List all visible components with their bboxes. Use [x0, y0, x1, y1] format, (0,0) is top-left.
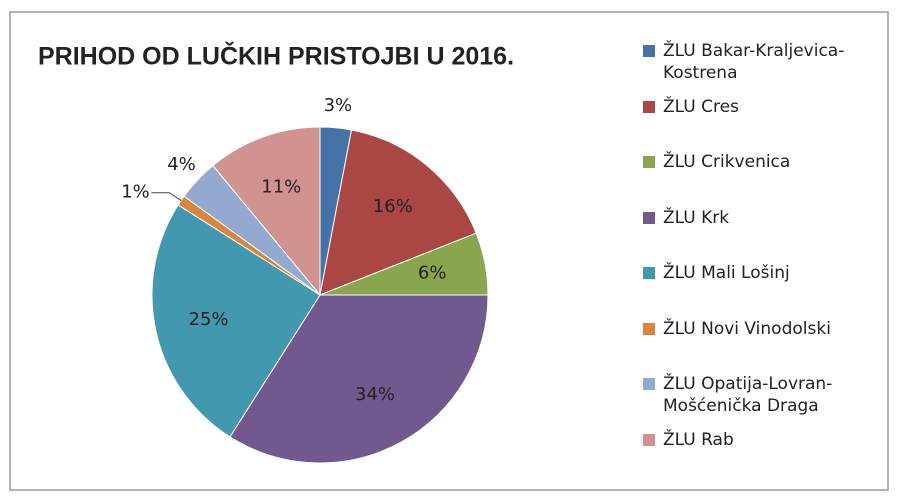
data-label: 34% — [355, 384, 395, 405]
legend-item: ŽLU Opatija-Lovran-Mošćenička Draga — [643, 373, 883, 417]
legend-label: ŽLU Krk — [663, 207, 730, 228]
legend-swatch — [643, 322, 655, 335]
legend-item: ŽLU Crikvenica — [643, 151, 883, 173]
legend-item: ŽLU Mali Lošinj — [643, 262, 883, 284]
legend-label: ŽLU Cres — [663, 96, 739, 117]
legend-swatch — [643, 45, 655, 57]
legend-label: ŽLU Opatija-Lovran-Mošćenička Draga — [663, 374, 833, 416]
legend-swatch — [643, 267, 655, 279]
legend-item: ŽLU Bakar-Kraljevica-Kostrena — [643, 40, 883, 84]
legend-swatch — [643, 378, 655, 390]
data-label: 4% — [167, 154, 196, 175]
leader-line — [151, 192, 182, 201]
pie-slice — [212, 126, 321, 297]
data-label: 16% — [373, 196, 413, 217]
legend-swatch — [643, 100, 655, 113]
pie-slice — [229, 294, 489, 464]
data-label: 1% — [121, 182, 150, 203]
legend-label: ŽLU Bakar-Kraljevica-Kostrena — [663, 41, 845, 83]
legend-label: ŽLU Mali Lošinj — [663, 263, 790, 283]
pie-slice — [319, 129, 477, 296]
legend-item: ŽLU Rab — [643, 429, 883, 451]
data-label: 6% — [418, 263, 447, 284]
legend-label: ŽLU Rab — [663, 429, 734, 450]
legend-item: ŽLU Novi Vinodolski — [643, 318, 883, 340]
legend-item: ŽLU Krk — [643, 207, 883, 229]
legend-swatch — [643, 156, 655, 168]
pie-slice — [151, 204, 321, 438]
data-label: 11% — [261, 177, 301, 198]
legend-item: ŽLU Cres — [643, 96, 883, 118]
data-label: 25% — [189, 309, 229, 330]
chart-title: PRIHOD OD LUČKIH PRISTOJBI U 2016. — [38, 41, 514, 71]
legend-swatch — [643, 211, 655, 224]
data-label: 3% — [324, 95, 353, 116]
legend-swatch — [643, 433, 655, 446]
legend-label: ŽLU Crikvenica — [663, 152, 791, 172]
legend-label: ŽLU Novi Vinodolski — [663, 318, 831, 339]
